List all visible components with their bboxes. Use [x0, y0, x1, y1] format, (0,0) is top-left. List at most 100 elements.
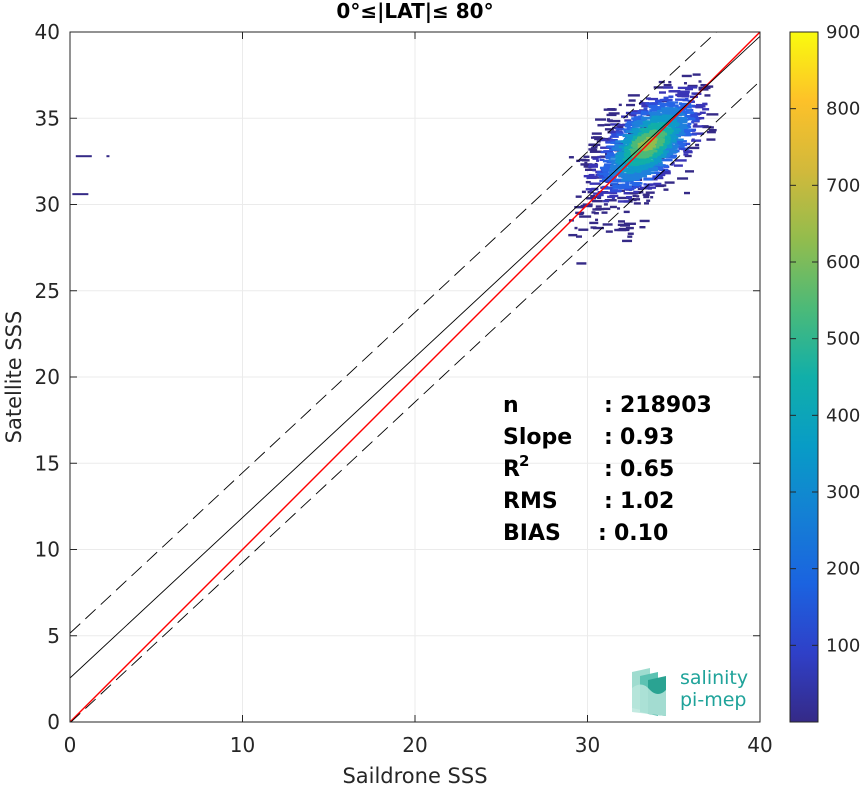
density-bin [574, 226, 578, 230]
density-bin [625, 182, 630, 185]
density-bin [607, 145, 616, 148]
density-bin [627, 164, 632, 168]
stat-value: 0.65 [620, 457, 674, 482]
stat-label: BIAS [503, 521, 561, 546]
density-bin [588, 143, 601, 147]
density-bin [615, 123, 627, 127]
density-bin [689, 117, 695, 120]
density-bin [581, 190, 586, 194]
density-bin [621, 183, 626, 186]
density-bin [685, 170, 695, 173]
density-bin [685, 109, 692, 112]
density-bin [623, 185, 632, 188]
density-bin [650, 134, 657, 138]
density-bin [623, 222, 636, 225]
density-bin [675, 98, 685, 101]
stat-value: 1.02 [620, 489, 674, 514]
density-bin [687, 86, 698, 89]
density-bin [683, 153, 689, 156]
density-bin [643, 131, 652, 135]
density-bin [633, 190, 639, 194]
density-bin [606, 113, 617, 117]
density-bin [627, 94, 640, 97]
density-bin [669, 90, 680, 93]
density-bin [590, 226, 597, 229]
density-bin [685, 87, 694, 91]
density-bin [638, 175, 648, 178]
density-bin [624, 187, 635, 191]
density-bin [599, 179, 612, 183]
line-fit-upper [70, 32, 718, 634]
density-bin [608, 112, 620, 115]
density-bin [617, 200, 629, 203]
density-bin [658, 91, 666, 94]
density-bin [677, 91, 690, 95]
y-tick-label: 35 [35, 106, 60, 130]
density-bin [640, 136, 652, 139]
density-bin [643, 183, 647, 186]
density-bin [672, 117, 680, 121]
density-bin [666, 104, 675, 107]
density-bin [633, 185, 640, 189]
density-bin [643, 195, 650, 199]
density-bin [703, 85, 714, 88]
x-tick-label: 0 [64, 733, 77, 757]
density-bin [648, 97, 659, 101]
density-bin [640, 166, 648, 170]
density-bin [681, 128, 688, 131]
density-bin [612, 186, 620, 189]
density-bin [656, 174, 660, 177]
density-bin [643, 178, 653, 181]
colorbar-gradient [789, 31, 819, 723]
outlier-point [106, 155, 110, 158]
statistics-box: n: 218903 Slope: 0.93 R 2: 0.65 RMS: 1.02 BIA… [503, 393, 712, 546]
density-bin [592, 226, 604, 230]
density-bin [636, 195, 640, 198]
density-bin [646, 199, 651, 202]
density-bin [678, 102, 682, 105]
density-bin [633, 202, 641, 205]
density-bin [643, 133, 653, 136]
density-bin [639, 169, 651, 172]
density-bin [653, 158, 660, 162]
density-bin [599, 155, 606, 158]
density-bin [665, 150, 678, 154]
density-bin [657, 113, 669, 116]
density-bin [606, 160, 615, 164]
density-bin [623, 210, 630, 214]
density-bin [616, 185, 625, 188]
density-bin [609, 194, 619, 198]
density-bin [673, 164, 683, 167]
density-bin [579, 215, 592, 218]
colorbar-tick-label: 900 [826, 22, 860, 43]
density-bin [683, 150, 693, 153]
density-bin [654, 102, 659, 105]
density-bin [664, 181, 675, 184]
y-tick-label: 40 [35, 20, 60, 44]
density-bin [595, 205, 602, 208]
density-bin [623, 144, 628, 148]
density-bin [596, 159, 600, 162]
density-bin [597, 124, 605, 127]
density-bin [632, 174, 643, 177]
density-bin [646, 125, 650, 129]
density-bin [644, 144, 652, 148]
density-bin [642, 121, 652, 124]
density-bin [682, 104, 693, 107]
stat-label: n [503, 393, 519, 418]
density-bin [609, 173, 622, 176]
density-bin [619, 153, 625, 157]
density-bin [664, 119, 669, 123]
density-bin [616, 189, 622, 192]
chart-title: 0°≤|LAT|≤ 80° [336, 0, 493, 23]
stat-label: R [503, 457, 520, 482]
density-bin [601, 177, 609, 181]
density-bin [638, 157, 643, 160]
stat-separator: : [604, 425, 613, 450]
density-bin [594, 137, 606, 141]
density-bin [633, 198, 641, 201]
density-bin [661, 98, 673, 102]
density-bin [679, 131, 691, 134]
density-bin [661, 169, 670, 173]
density-bin [627, 235, 633, 238]
